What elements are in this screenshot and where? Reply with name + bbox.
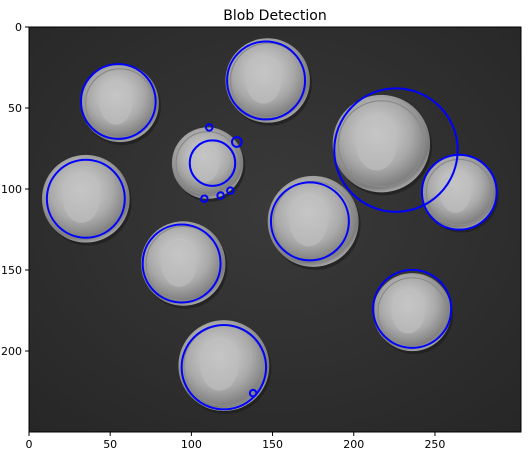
coin <box>373 273 454 355</box>
coin <box>225 38 312 126</box>
x-tick-label: 250 <box>424 438 445 451</box>
blob-circle <box>269 181 350 262</box>
y-tick-label: 0 <box>15 21 22 34</box>
y-tick-label: 50 <box>8 102 22 115</box>
y-axis: 0 50 100 150 200 <box>1 21 29 358</box>
coin-image <box>29 27 521 432</box>
coin <box>80 64 161 146</box>
blob-markers <box>45 40 498 411</box>
blob-circle <box>79 63 157 140</box>
axes-frame <box>28 26 522 433</box>
coin <box>421 154 499 233</box>
blob-circle <box>230 136 243 148</box>
x-tick-label: 150 <box>262 438 283 451</box>
x-tick-label: 0 <box>26 438 33 451</box>
blob-circle <box>188 139 237 187</box>
x-tick-label: 50 <box>103 438 117 451</box>
blob-circle <box>180 323 268 411</box>
x-axis: 0 50 100 150 200 250 <box>26 432 445 451</box>
coin <box>41 154 132 246</box>
blob-circle <box>200 194 209 203</box>
blob-circle <box>141 223 222 304</box>
y-tick-label: 200 <box>1 345 22 358</box>
coin <box>141 221 228 309</box>
blob-circle <box>226 186 235 195</box>
blob-circle <box>216 191 225 200</box>
y-tick-label: 100 <box>1 183 22 196</box>
coin <box>267 175 361 270</box>
blob-circle <box>372 268 453 349</box>
coin <box>332 94 433 196</box>
y-tick-label: 150 <box>1 264 22 277</box>
blob-circle <box>226 40 307 121</box>
x-tick-label: 100 <box>181 438 202 451</box>
blob-circle <box>420 153 498 231</box>
coin <box>178 320 272 415</box>
blob-circle <box>204 123 214 132</box>
blob-circle <box>333 87 459 213</box>
x-tick-label: 200 <box>343 438 364 451</box>
blob-circle <box>45 158 126 239</box>
blob-circle <box>248 388 258 398</box>
chart-title: Blob Detection <box>223 8 326 24</box>
